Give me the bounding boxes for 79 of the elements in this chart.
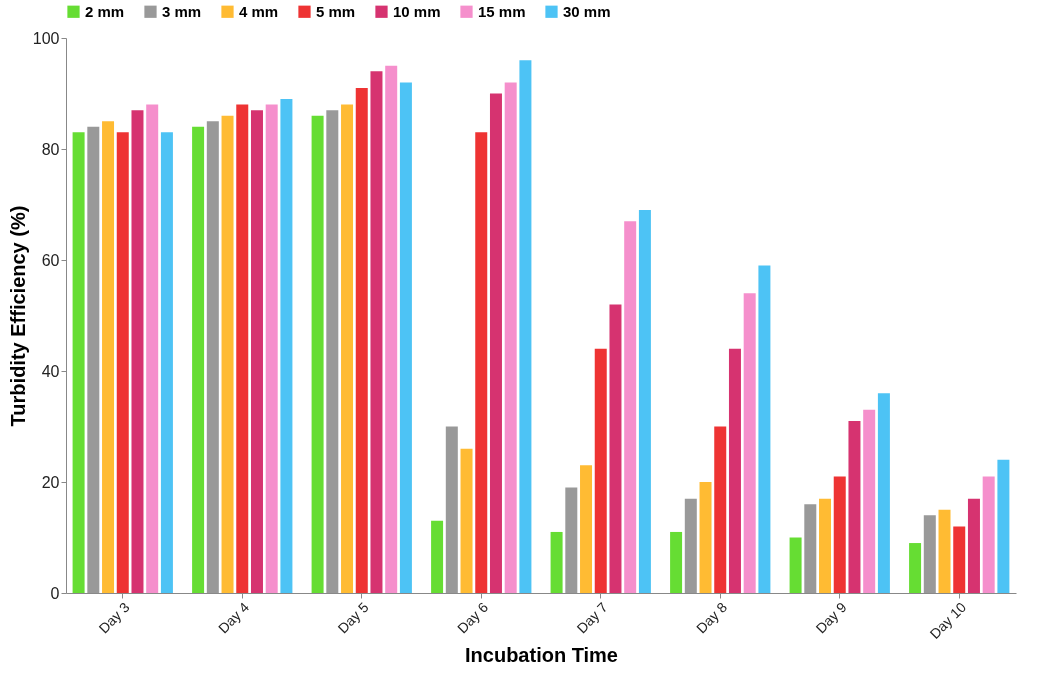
bar: [236, 104, 249, 593]
y-tick-label: 0: [50, 584, 60, 602]
x-tick-label: Day 5: [334, 598, 372, 637]
bar: [728, 348, 741, 593]
bar: [789, 537, 802, 593]
x-axis-title: Incubation Time: [465, 643, 618, 666]
x-tick-label: Day 9: [812, 598, 850, 637]
x-tick-label: Day 7: [573, 598, 611, 637]
y-tick-label: 80: [41, 140, 60, 158]
bar: [877, 393, 890, 593]
bar: [504, 82, 517, 593]
bar: [399, 82, 412, 593]
bar: [280, 99, 293, 593]
legend-label: 2 mm: [85, 2, 125, 20]
x-tick-label: Day 10: [926, 598, 970, 642]
bar: [923, 515, 936, 593]
bar: [953, 526, 966, 593]
legend-label: 10 mm: [393, 2, 441, 20]
bar: [714, 426, 727, 593]
bar: [192, 126, 205, 593]
bar: [370, 71, 383, 593]
y-tick-label: 100: [32, 29, 60, 47]
bar: [206, 121, 219, 593]
bar: [670, 531, 683, 593]
y-tick-label: 20: [41, 473, 60, 491]
bar: [489, 93, 502, 593]
x-tick-label: Day 4: [214, 598, 253, 637]
bar: [848, 420, 861, 593]
y-axis-title: Turbidity Efficiency (%): [6, 205, 29, 427]
bar: [160, 132, 173, 593]
bar: [594, 348, 607, 593]
bar: [311, 115, 324, 593]
bar: [819, 498, 832, 593]
bar: [475, 132, 488, 593]
bar: [743, 293, 756, 593]
bar: [624, 221, 637, 593]
bar: [609, 304, 622, 593]
bar: [265, 104, 278, 593]
bar: [326, 110, 339, 593]
bar: [565, 487, 578, 593]
bar: [550, 531, 563, 593]
legend-label: 15 mm: [478, 2, 526, 20]
bar: [804, 504, 817, 593]
y-tick-label: 40: [41, 362, 60, 380]
bar: [72, 132, 85, 593]
bar: [221, 115, 234, 593]
x-tick-label: Day 8: [692, 598, 731, 637]
bar: [431, 520, 444, 593]
bar: [863, 409, 876, 593]
legend-label: 3 mm: [162, 2, 202, 20]
bar: [699, 482, 712, 593]
bar: [967, 498, 980, 593]
legend-label: 30 mm: [563, 2, 611, 20]
bar: [982, 476, 995, 593]
bar: [87, 126, 100, 593]
bar: [385, 65, 398, 593]
bar: [116, 132, 129, 593]
bar: [638, 210, 651, 593]
x-tick-label: Day 6: [453, 598, 492, 637]
legend-label: 5 mm: [316, 2, 356, 20]
bar: [519, 60, 532, 593]
bar: [758, 265, 771, 593]
bar: [250, 110, 263, 593]
bar: [445, 426, 458, 593]
bar: [460, 448, 473, 593]
bar: [341, 104, 354, 593]
bar: [102, 121, 115, 593]
bar: [909, 543, 922, 593]
bar: [938, 509, 951, 593]
bar: [146, 104, 159, 593]
legend-label: 4 mm: [239, 2, 279, 20]
y-tick-label: 60: [41, 251, 60, 269]
bar: [833, 476, 846, 593]
bar: [997, 459, 1010, 593]
bar: [131, 110, 144, 593]
x-tick-label: Day 3: [95, 598, 133, 637]
bar: [684, 498, 697, 593]
bar: [355, 87, 368, 593]
bar: [580, 465, 593, 593]
